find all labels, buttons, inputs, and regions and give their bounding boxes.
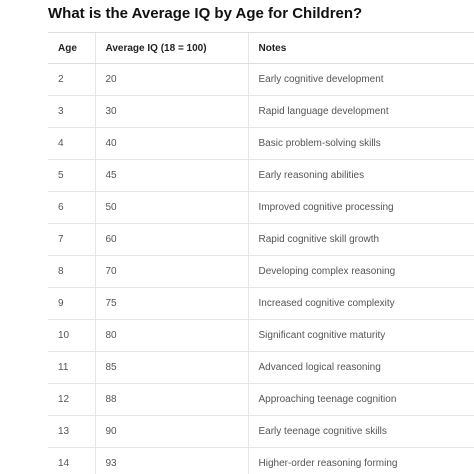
table-cell: 75 <box>94 287 248 320</box>
table-cell: Advanced logical reasoning <box>247 351 474 384</box>
table-row: 6 50 Improved cognitive processing <box>48 191 474 224</box>
table-cell: Rapid cognitive skill growth <box>247 223 474 256</box>
table-cell: Developing complex reasoning <box>247 255 474 288</box>
header-row: Age Average IQ (18 = 100) Notes <box>48 32 474 64</box>
table-cell: 20 <box>94 63 248 96</box>
table-cell: Increased cognitive complexity <box>247 287 474 320</box>
header-cell: Average IQ (18 = 100) <box>94 32 248 64</box>
table-cell: Significant cognitive maturity <box>247 319 474 352</box>
table-cell: 5 <box>48 159 95 192</box>
table-row: 12 88 Approaching teenage cognition <box>48 383 474 416</box>
table-row: 13 90 Early teenage cognitive skills <box>48 415 474 448</box>
table-cell: 88 <box>94 383 248 416</box>
table-cell: 50 <box>94 191 248 224</box>
table-cell: Improved cognitive processing <box>247 191 474 224</box>
table-cell: Early cognitive development <box>247 63 474 96</box>
table-cell: 90 <box>94 415 248 448</box>
table-row: 3 30 Rapid language development <box>48 95 474 128</box>
table-row: 11 85 Advanced logical reasoning <box>48 351 474 384</box>
table-cell: 80 <box>94 319 248 352</box>
table-cell: 4 <box>48 127 95 160</box>
table-row: 2 20 Early cognitive development <box>48 63 474 96</box>
table-cell: Rapid language development <box>247 95 474 128</box>
table-cell: 93 <box>94 447 248 474</box>
table-row: 14 93 Higher-order reasoning forming <box>48 447 474 474</box>
table: Age Average IQ (18 = 100) Notes 2 20 Early c… <box>48 32 474 474</box>
table-cell: 6 <box>48 191 95 224</box>
table-cell: 14 <box>48 447 95 474</box>
header-cell: Notes <box>247 32 474 64</box>
table-cell: 9 <box>48 287 95 320</box>
table-row: 8 70 Developing complex reasoning <box>48 255 474 288</box>
table-cell: 13 <box>48 415 95 448</box>
table-cell: Approaching teenage cognition <box>247 383 474 416</box>
table-cell: 8 <box>48 255 95 288</box>
table-row: 7 60 Rapid cognitive skill growth <box>48 223 474 256</box>
table-cell: 45 <box>94 159 248 192</box>
table-cell: 2 <box>48 63 95 96</box>
table-cell: 30 <box>94 95 248 128</box>
table-cell: 12 <box>48 383 95 416</box>
table-cell: 3 <box>48 95 95 128</box>
title: What is the Average IQ by Age for Childr… <box>48 5 363 22</box>
table-cell: Early teenage cognitive skills <box>247 415 474 448</box>
table-cell: Basic problem-solving skills <box>247 127 474 160</box>
table-row: 5 45 Early reasoning abilities <box>48 159 474 192</box>
table-row: 4 40 Basic problem-solving skills <box>48 127 474 160</box>
table-cell: 10 <box>48 319 95 352</box>
header-cell: Age <box>48 32 95 64</box>
table-cell: 7 <box>48 223 95 256</box>
table-row: 9 75 Increased cognitive complexity <box>48 287 474 320</box>
table-cell: 60 <box>94 223 248 256</box>
table-cell: 85 <box>94 351 248 384</box>
table-cell: 40 <box>94 127 248 160</box>
table-cell: 70 <box>94 255 248 288</box>
table-row: 10 80 Significant cognitive maturity <box>48 319 474 352</box>
table-cell: Higher-order reasoning forming <box>247 447 474 474</box>
table-cell: Early reasoning abilities <box>247 159 474 192</box>
table-cell: 11 <box>48 351 95 384</box>
